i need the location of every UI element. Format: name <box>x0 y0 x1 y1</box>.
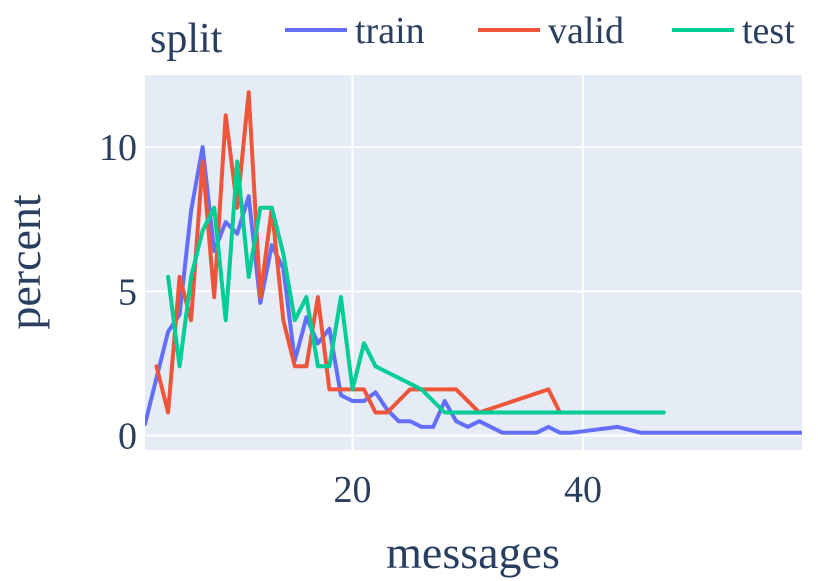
series-layer <box>145 90 802 435</box>
series-line-test <box>166 159 666 415</box>
x-tick-label: 20 <box>333 469 371 511</box>
y-axis-ticks: 0 5 10 <box>99 127 137 457</box>
legend-label-test: test <box>742 10 795 52</box>
legend-label-valid: valid <box>548 10 624 52</box>
legend-title: split <box>150 16 223 62</box>
x-axis-ticks: 20 40 <box>333 469 602 511</box>
x-axis-label: messages <box>386 527 560 578</box>
grid-lines <box>145 75 802 450</box>
legend: split train valid test <box>150 10 795 62</box>
y-tick-label: 10 <box>99 127 137 169</box>
series-line-valid <box>154 90 562 415</box>
x-tick-label: 40 <box>564 469 602 511</box>
y-tick-label: 0 <box>118 416 137 458</box>
y-tick-label: 5 <box>118 271 137 313</box>
legend-label-train: train <box>355 10 425 52</box>
y-axis-label: percent <box>0 194 50 330</box>
